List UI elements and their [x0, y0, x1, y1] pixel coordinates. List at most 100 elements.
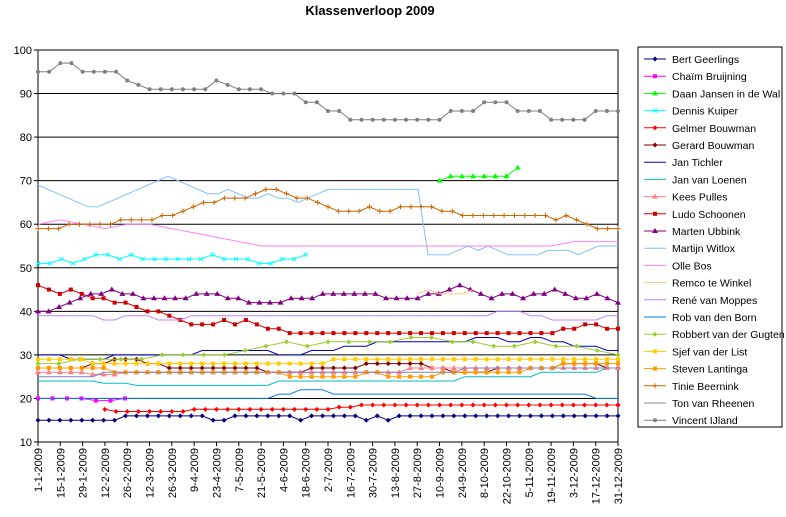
series-jan-tichler: [38, 337, 618, 360]
data-point: [437, 117, 442, 122]
data-point: [256, 299, 263, 305]
data-point: [273, 186, 279, 192]
data-point: [462, 413, 468, 419]
data-point: [527, 413, 533, 419]
data-point: [342, 374, 347, 379]
data-point: [549, 117, 554, 122]
data-point: [309, 413, 315, 419]
data-point: [428, 364, 435, 370]
data-point: [280, 406, 286, 412]
data-point: [149, 217, 155, 223]
data-point: [615, 364, 621, 370]
data-point: [522, 213, 528, 219]
data-point: [495, 413, 501, 419]
data-point: [593, 402, 599, 408]
data-point: [139, 217, 145, 223]
data-point: [152, 256, 157, 262]
data-point: [353, 357, 358, 362]
data-point: [292, 91, 297, 96]
data-point: [506, 370, 511, 375]
data-point: [397, 331, 402, 336]
data-point: [537, 108, 542, 113]
data-point: [418, 361, 424, 367]
data-point: [155, 413, 161, 419]
series-jan-van-loenen: [38, 367, 618, 386]
data-point: [426, 117, 431, 122]
data-point: [615, 413, 621, 419]
data-point: [397, 374, 402, 379]
data-point: [352, 365, 358, 371]
data-point: [57, 291, 62, 296]
data-point: [254, 322, 259, 327]
data-point: [325, 406, 331, 412]
data-point: [451, 357, 456, 362]
data-point: [572, 295, 579, 301]
data-point: [491, 213, 497, 219]
data-point: [571, 364, 578, 370]
data-point: [163, 256, 169, 262]
legend-entry: Dennis Kuiper: [644, 106, 738, 118]
data-point: [159, 213, 165, 219]
data-point: [605, 226, 611, 232]
data-point: [213, 406, 219, 412]
data-point: [504, 100, 509, 105]
data-point: [526, 402, 532, 408]
data-point: [404, 117, 409, 122]
series-line: [38, 389, 618, 399]
data-point: [530, 290, 537, 296]
data-point: [604, 413, 610, 419]
data-point: [236, 406, 242, 412]
data-point: [119, 290, 126, 296]
data-point: [232, 365, 238, 371]
data-point: [408, 374, 413, 379]
x-tick-label: 7-5-2009: [234, 448, 246, 492]
data-point: [36, 357, 40, 362]
data-point: [147, 409, 153, 415]
data-point: [449, 208, 455, 214]
data-point: [415, 117, 420, 122]
data-point: [594, 357, 599, 362]
data-point: [151, 295, 157, 301]
data-point: [414, 402, 420, 408]
data-point: [553, 343, 559, 349]
series-gelmer-bouwman: [102, 402, 621, 415]
data-point: [35, 361, 41, 367]
data-point: [68, 287, 73, 292]
data-point: [528, 357, 533, 362]
data-point: [397, 357, 402, 362]
data-point: [448, 402, 454, 408]
data-point: [451, 413, 457, 419]
series-daan-jansen-in-de-wal: [436, 164, 521, 183]
data-point: [386, 331, 391, 336]
data-point: [147, 87, 152, 92]
data-point: [495, 357, 500, 362]
data-point: [604, 295, 611, 301]
data-point: [189, 361, 194, 366]
data-point: [450, 364, 457, 370]
data-point: [594, 322, 599, 327]
data-point: [550, 331, 555, 336]
data-point: [548, 402, 554, 408]
series-line: [439, 167, 518, 182]
data-point: [156, 309, 161, 314]
data-point: [396, 361, 402, 367]
x-tick-label: 8-10-2009: [479, 448, 491, 498]
legend-entry: Steven Lantinga: [644, 364, 748, 376]
data-point: [45, 369, 52, 375]
data-point: [134, 361, 139, 366]
data-point: [118, 356, 124, 362]
x-tick-label: 23-4-2009: [211, 448, 223, 498]
data-point: [267, 299, 273, 305]
data-point: [144, 413, 150, 419]
legend-entry: Marten Ubbink: [644, 226, 741, 238]
x-tick-label: 30-7-2009: [368, 448, 380, 498]
data-point: [101, 296, 106, 301]
data-point: [114, 69, 119, 74]
data-point: [562, 290, 569, 296]
x-tick-label: 1-1-2009: [33, 448, 45, 492]
data-point: [385, 361, 391, 367]
data-point: [298, 361, 303, 366]
x-tick-label: 27-8-2009: [412, 448, 424, 498]
data-point: [425, 402, 431, 408]
data-point: [330, 290, 337, 296]
